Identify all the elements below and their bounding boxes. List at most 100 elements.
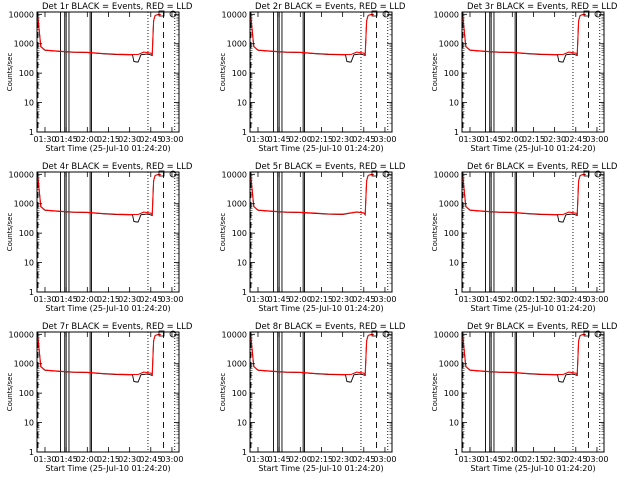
y-tick-label: 10000: [9, 10, 34, 19]
plot-frame: [36, 331, 180, 453]
chart-panel: 1 10 100 1000 10000 01:3001:4502:0002:1502:30…: [431, 2, 618, 153]
y-axis-label: Counts/sec: [431, 373, 439, 412]
x-tick-label: 02:00: [76, 295, 99, 304]
x-axis-label: Start Time (25-Jul-10 01:24:20): [258, 464, 383, 473]
x-tick-label: 02:15: [522, 455, 545, 464]
y-tick-label: 10000: [434, 330, 459, 339]
chart-panel: 1 10 100 1000 10000 01:3001:4502:0002:1502:30…: [219, 322, 406, 473]
square-marker-icon: [583, 10, 590, 17]
x-tick-label: 02:15: [97, 455, 120, 464]
x-tick-label: 01:45: [55, 455, 78, 464]
y-axis-label: Counts/sec: [431, 53, 439, 92]
x-tick-label: 01:45: [480, 455, 503, 464]
y-tick-label: 1: [454, 448, 459, 457]
y-tick-label: 1: [242, 288, 247, 297]
y-tick-label: 100: [232, 389, 247, 398]
y-tick-label: 100: [444, 69, 459, 78]
y-axis-label: Counts/sec: [219, 53, 227, 92]
x-tick-label: 03:00: [373, 135, 396, 144]
x-tick-label: 03:00: [585, 135, 608, 144]
x-tick-label: 02:15: [310, 295, 333, 304]
y-tick-label: 1: [29, 448, 34, 457]
x-tick-label: 02:15: [310, 135, 333, 144]
x-tick-label: 01:30: [33, 295, 56, 304]
y-tick-label: 10000: [222, 170, 247, 179]
chart-title: Det 7r BLACK = Events, RED = LLD: [42, 322, 193, 332]
chart-title: Det 6r BLACK = Events, RED = LLD: [467, 162, 618, 172]
chart-panel: 1 10 100 1000 10000 01:3001:4502:0002:1502:30…: [6, 162, 193, 313]
y-tick-label: 10: [449, 259, 459, 268]
x-tick-label: 02:00: [501, 455, 524, 464]
x-tick-label: 01:45: [55, 135, 78, 144]
x-tick-label: 01:45: [268, 455, 291, 464]
chart-panel: 1 10 100 1000 10000 01:3001:4502:0002:1502:30…: [6, 322, 193, 473]
chart-title: Det 2r BLACK = Events, RED = LLD: [255, 2, 406, 12]
x-tick-label: 02:00: [76, 455, 99, 464]
chart-panel: 1 10 100 1000 10000 01:3001:4502:0002:1502:30…: [219, 2, 406, 153]
y-tick-label: 1000: [14, 360, 34, 369]
y-tick-label: 1: [242, 448, 247, 457]
x-axis-label: Start Time (25-Jul-10 01:24:20): [470, 464, 595, 473]
x-tick-label: 02:00: [289, 455, 312, 464]
y-tick-label: 100: [444, 229, 459, 238]
x-tick-label: 02:15: [310, 455, 333, 464]
x-tick-label: 02:45: [139, 455, 162, 464]
chart-panel: 1 10 100 1000 10000 01:3001:4502:0002:1502:30…: [219, 162, 406, 313]
y-tick-label: 1000: [227, 360, 247, 369]
x-axis-label: Start Time (25-Jul-10 01:24:20): [470, 304, 595, 313]
square-marker-icon: [158, 10, 165, 17]
x-tick-label: 01:30: [33, 135, 56, 144]
plot-frame: [249, 171, 393, 293]
y-axis-label: Counts/sec: [6, 213, 14, 252]
x-tick-label: 03:00: [585, 295, 608, 304]
y-tick-label: 10000: [9, 330, 34, 339]
x-tick-label: 02:30: [543, 135, 566, 144]
chart-title: Det 9r BLACK = Events, RED = LLD: [467, 322, 618, 332]
x-tick-label: 01:45: [268, 135, 291, 144]
x-tick-label: 02:45: [352, 455, 375, 464]
y-tick-label: 1: [242, 128, 247, 137]
x-tick-label: 02:45: [352, 295, 375, 304]
x-tick-label: 02:15: [522, 135, 545, 144]
x-tick-label: 03:00: [373, 295, 396, 304]
y-axis-label: Counts/sec: [431, 213, 439, 252]
y-tick-label: 100: [232, 69, 247, 78]
x-tick-label: 03:00: [160, 455, 183, 464]
panel-grid: 11010010001000001:3001:4502:0002:1502:30…: [6, 2, 618, 473]
y-tick-label: 100: [19, 389, 34, 398]
chart-title: Det 1r BLACK = Events, RED = LLD: [42, 2, 193, 12]
x-tick-label: 01:30: [458, 135, 481, 144]
lld-series-line: [462, 174, 586, 217]
y-tick-label: 10000: [434, 170, 459, 179]
y-tick-label: 10000: [222, 10, 247, 19]
x-tick-label: 02:30: [331, 135, 354, 144]
y-tick-label: 10: [449, 419, 459, 428]
x-tick-label: 01:30: [246, 135, 269, 144]
x-tick-label: 03:00: [585, 455, 608, 464]
x-tick-label: 03:00: [160, 135, 183, 144]
y-tick-label: 10000: [434, 10, 459, 19]
y-tick-label: 1: [29, 128, 34, 137]
y-axis-label: Counts/sec: [6, 53, 14, 92]
x-tick-label: 02:30: [118, 455, 141, 464]
lld-series-line: [250, 334, 374, 377]
x-axis-label: Start Time (25-Jul-10 01:24:20): [258, 304, 383, 313]
y-axis-label: Counts/sec: [219, 373, 227, 412]
x-tick-label: 01:30: [458, 455, 481, 464]
x-tick-label: 02:30: [118, 135, 141, 144]
x-tick-label: 01:30: [33, 455, 56, 464]
x-tick-label: 02:30: [543, 455, 566, 464]
y-tick-label: 1: [454, 128, 459, 137]
plot-frame: [249, 11, 393, 133]
y-tick-label: 100: [19, 229, 34, 238]
x-tick-label: 02:30: [331, 295, 354, 304]
square-marker-icon: [371, 170, 378, 177]
lld-series-line: [37, 14, 161, 57]
square-marker-icon: [158, 330, 165, 337]
x-axis-label: Start Time (25-Jul-10 01:24:20): [258, 144, 383, 153]
x-tick-label: 02:45: [139, 135, 162, 144]
chart-panel: 1 10 100 1000 10000 01:3001:4502:0002:1502:30…: [431, 322, 618, 473]
x-tick-label: 01:30: [458, 295, 481, 304]
chart-panel: 1 10 100 1000 10000 01:3001:4502:0002:1502:30…: [6, 2, 193, 153]
